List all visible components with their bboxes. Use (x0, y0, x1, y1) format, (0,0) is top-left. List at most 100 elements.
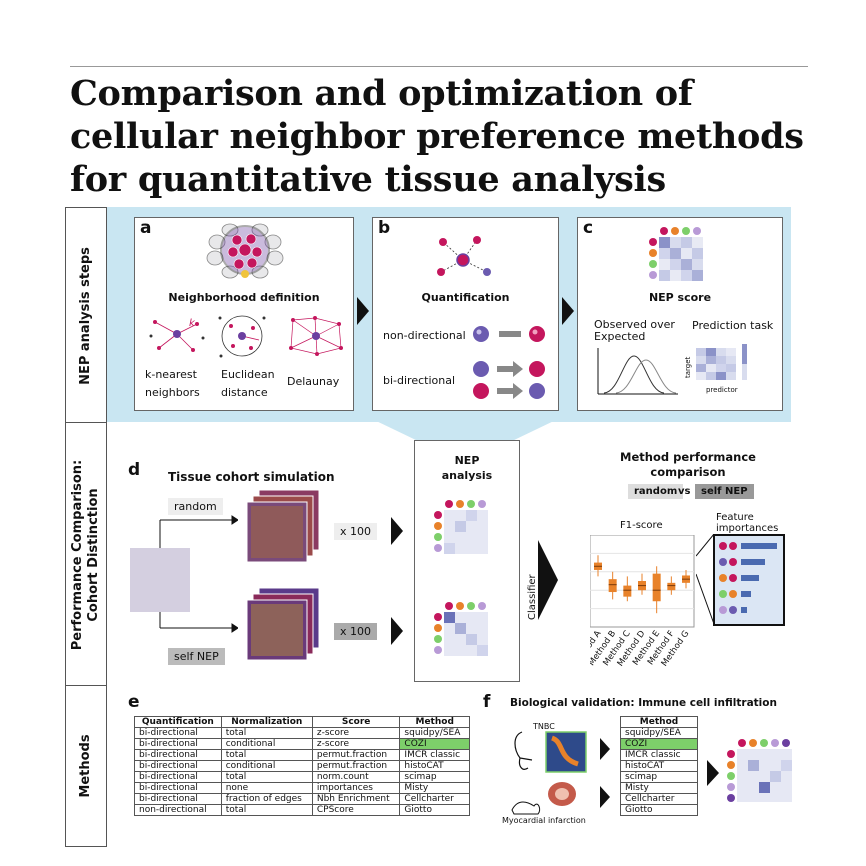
table-cell: Cellcharter (399, 793, 470, 805)
arrow-random-nep (391, 517, 403, 545)
tnbc-label: TNBC (533, 722, 555, 731)
table-cell: total (220, 804, 313, 816)
table-cell: z-score (311, 727, 401, 739)
prediction-task-label: Prediction task (692, 319, 774, 332)
myocardial-label: Myocardial infarction (502, 816, 586, 825)
prediction-matrix (696, 344, 747, 380)
panel-c: c NEP score Observed over Expected Predic… (577, 217, 783, 411)
methods-table: Quantification Normalization Score Metho… (134, 716, 470, 816)
tnbc-icon (514, 731, 587, 773)
panel-d-letter: d (128, 460, 141, 480)
validation-nep-matrix (727, 739, 792, 802)
panel-a: a Neighborhood definition k k-nearest nei… (134, 217, 354, 411)
table-cell: bi-directional (134, 793, 222, 805)
non-directional-label: non-directional (383, 329, 466, 342)
vs-random-tag: random (628, 484, 684, 499)
list-item: Cellcharter (620, 793, 698, 805)
section-nep-steps: NEP analysis steps (65, 207, 107, 424)
table-row: bi-directional total z-score squidpy/SEA (134, 727, 470, 739)
col-normalization: Normalization (220, 716, 313, 728)
myocardial-icon (511, 782, 576, 815)
panel-b-letter: b (378, 218, 391, 238)
knn-k-label: k (189, 318, 195, 329)
feature-importances-bars (719, 542, 777, 614)
table-cell: permut.fraction (311, 749, 401, 761)
arrow-tnbc (600, 738, 610, 760)
table-row: bi-directional total norm.count scimap (134, 771, 470, 783)
page-title: Comparison and optimization of cellular … (70, 73, 804, 200)
panel-f-heading: Biological validation: Immune cell infil… (510, 697, 777, 709)
section-methods-label: Methods (78, 734, 93, 798)
nep-matrix-icon (649, 227, 703, 281)
table-row: bi-directional conditional z-score COZI (134, 738, 470, 750)
knn-icon (149, 320, 205, 352)
box (667, 582, 676, 591)
table-cell: total (220, 727, 313, 739)
table-cell: squidpy/SEA (399, 727, 470, 739)
arrow-a-b (357, 297, 369, 325)
col-score: Score (311, 716, 401, 728)
list-item: Misty (620, 782, 698, 794)
table-cell: bi-directional (134, 782, 222, 794)
arrow-validation (707, 760, 719, 786)
x100-random: x 100 (334, 523, 378, 540)
arrow-self-nep (391, 617, 403, 645)
table-cell: bi-directional (134, 771, 222, 783)
list-item: Giotto (620, 804, 698, 816)
table-cell: bi-directional (134, 749, 222, 761)
table-cell: z-score (311, 738, 401, 750)
col-quantification: Quantification (134, 716, 222, 728)
knn-label: k-nearest neighbors (145, 368, 200, 399)
table-cell: CPScore (311, 804, 401, 816)
table-cell: conditional (220, 760, 313, 772)
panel-a-letter: a (140, 218, 152, 238)
vs-self-nep-tag: self NEP (695, 484, 754, 499)
target-label: target (684, 356, 692, 378)
non-directional-icon (473, 326, 545, 342)
table-cell: bi-directional (134, 727, 222, 739)
method-performance-title: Method performance comparison (620, 450, 756, 479)
random-tissue-stack (246, 490, 320, 563)
table-cell: scimap (399, 771, 470, 783)
panel-a-heading: Neighborhood definition (168, 291, 320, 304)
table-cell: Nbh Enrichment (311, 793, 401, 805)
panel-b: b Quantification non-directional bi-dire… (372, 217, 559, 411)
arrow-b-c (562, 297, 574, 325)
section-performance: Performance Comparison: Cohort Distinctio… (65, 422, 107, 687)
table-cell: conditional (220, 738, 313, 750)
delaunay-label: Delaunay (287, 375, 340, 388)
validation-col-method: Method (620, 716, 698, 728)
table-cell: IMCR classic (399, 749, 470, 761)
table-cell: importances (311, 782, 401, 794)
delaunay-icon (289, 316, 343, 356)
section-methods: Methods (65, 685, 107, 847)
box (608, 579, 617, 593)
distribution-plot (597, 348, 678, 395)
f1-score-title: F1-score (620, 520, 663, 531)
validation-table: Method squidpy/SEA COZI IMCR classic histoC… (620, 716, 698, 816)
classifier-arrow (538, 540, 558, 620)
x100-self-nep: x 100 (334, 623, 378, 640)
table-cell: Misty (399, 782, 470, 794)
table-row: bi-directional none importances Misty (134, 782, 470, 794)
random-tag: random (168, 498, 223, 515)
table-cell: non-directional (134, 804, 222, 816)
nep-analysis-title: NEP analysis (441, 454, 493, 482)
nep-analysis-box: NEP analysis (414, 440, 520, 682)
panel-c-heading: NEP score (648, 291, 712, 304)
table-cell: COZI (399, 738, 470, 750)
self-nep-tag: self NEP (168, 648, 225, 665)
section-performance-label: Performance Comparison: Cohort Distinctio… (70, 459, 101, 650)
table-cell: norm.count (311, 771, 401, 783)
col-method: Method (399, 716, 470, 728)
feature-importances-box (713, 534, 785, 626)
panel-e-letter: e (128, 692, 140, 712)
table-cell: total (220, 771, 313, 783)
arrow-mi (600, 786, 610, 808)
nep-matrix-self (434, 602, 488, 656)
table-cell: permut.fraction (311, 760, 401, 772)
bi-directional-icon (473, 361, 545, 399)
self-nep-tissue-stack (246, 588, 320, 661)
table-row: bi-directional total permut.fraction IMCR c… (134, 749, 470, 761)
